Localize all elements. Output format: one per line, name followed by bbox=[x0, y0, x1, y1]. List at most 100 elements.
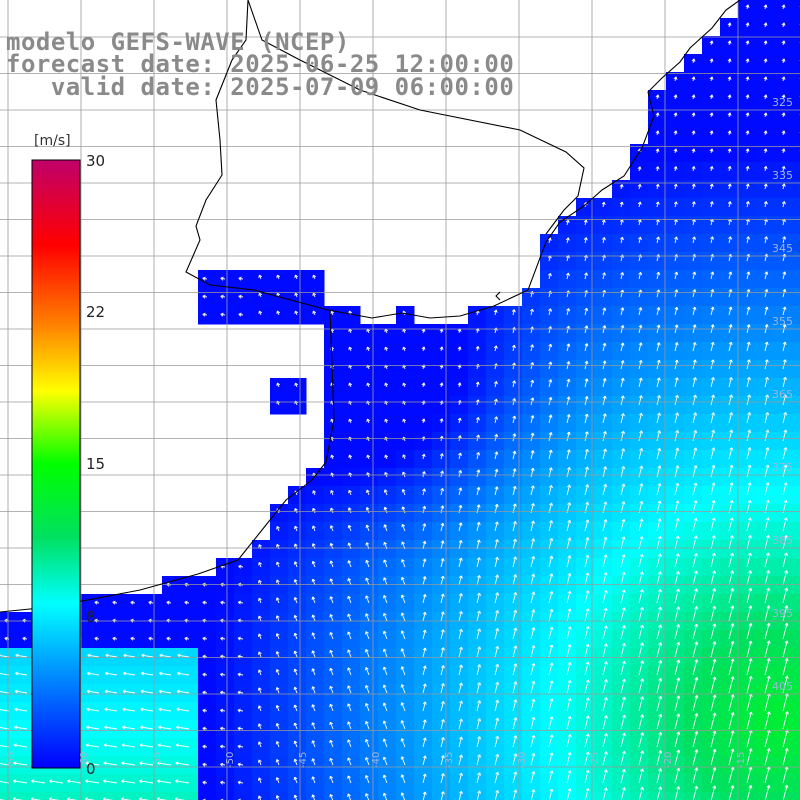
wind-cell bbox=[450, 720, 469, 739]
wind-vector bbox=[637, 166, 642, 172]
wind-cell bbox=[738, 0, 757, 19]
wind-vector bbox=[347, 560, 352, 568]
wind-vector bbox=[728, 359, 733, 370]
wind-vector bbox=[655, 130, 660, 136]
wind-vector bbox=[422, 593, 427, 604]
wind-vector bbox=[530, 734, 536, 748]
wind-vector bbox=[494, 592, 500, 604]
wind-vector bbox=[764, 748, 771, 766]
wind-vector bbox=[584, 572, 590, 586]
wind-vector bbox=[220, 312, 226, 317]
wind-vector bbox=[94, 600, 100, 605]
wind-cell bbox=[450, 468, 469, 487]
wind-vector bbox=[782, 570, 789, 586]
wind-cell bbox=[648, 216, 667, 235]
wind-vector bbox=[728, 517, 734, 532]
wind-cell bbox=[774, 54, 793, 73]
wind-cell bbox=[648, 720, 667, 739]
wind-vector bbox=[384, 346, 389, 352]
wind-vector bbox=[584, 554, 590, 568]
wind-cell bbox=[378, 702, 397, 721]
wind-vector bbox=[293, 561, 298, 568]
wind-cell bbox=[450, 702, 469, 721]
wind-cell bbox=[630, 306, 649, 325]
wind-cell bbox=[792, 702, 800, 721]
wind-vector bbox=[121, 761, 136, 766]
wind-vector bbox=[548, 414, 553, 424]
wind-cell bbox=[414, 450, 433, 469]
wind-vector bbox=[476, 521, 481, 532]
wind-cell bbox=[738, 468, 757, 487]
wind-vector bbox=[656, 660, 663, 676]
wind-vector bbox=[347, 507, 352, 514]
wind-vector bbox=[347, 685, 352, 694]
wind-vector bbox=[422, 647, 427, 658]
wind-cell bbox=[270, 774, 289, 793]
wind-cell bbox=[288, 504, 307, 523]
wind-vector bbox=[602, 413, 607, 424]
wind-cell bbox=[126, 774, 145, 793]
wind-cell bbox=[738, 36, 757, 55]
wind-vector bbox=[782, 236, 787, 244]
wind-vector bbox=[692, 588, 699, 604]
wind-vector bbox=[638, 696, 645, 712]
wind-cell bbox=[558, 522, 577, 541]
wind-vector bbox=[746, 658, 753, 676]
wind-cell bbox=[702, 540, 721, 559]
wind-vector bbox=[584, 715, 590, 730]
wind-vector bbox=[31, 779, 46, 784]
wind-cell bbox=[486, 540, 505, 559]
wind-vector bbox=[0, 781, 10, 784]
wind-cell bbox=[360, 432, 379, 451]
wind-cell bbox=[342, 738, 361, 757]
wind-cell bbox=[36, 774, 55, 793]
wind-cell bbox=[774, 522, 793, 541]
wind-vector bbox=[257, 795, 262, 800]
wind-cell bbox=[540, 576, 559, 595]
wind-cell bbox=[702, 360, 721, 379]
wind-cell bbox=[576, 576, 595, 595]
wind-vector bbox=[727, 183, 732, 190]
wind-cell bbox=[594, 396, 613, 415]
colorbar-tick-15: 15 bbox=[86, 455, 106, 473]
wind-vector bbox=[202, 744, 208, 749]
wind-vector bbox=[382, 612, 388, 622]
wind-vector bbox=[566, 308, 571, 316]
wind-vector bbox=[763, 165, 768, 172]
wind-cell bbox=[666, 684, 685, 703]
wind-vector bbox=[458, 575, 463, 586]
wind-cell bbox=[216, 756, 235, 775]
wind-vector bbox=[566, 484, 571, 496]
wind-cell bbox=[396, 684, 415, 703]
wind-cell bbox=[540, 774, 559, 793]
wind-vector bbox=[14, 689, 28, 694]
wind-vector bbox=[709, 130, 714, 136]
wind-vector bbox=[566, 555, 572, 568]
wind-vector bbox=[548, 608, 554, 622]
wind-vector bbox=[781, 201, 786, 208]
wind-cell bbox=[252, 684, 271, 703]
wind-vector bbox=[0, 709, 10, 712]
wind-vector bbox=[275, 741, 280, 748]
wind-vector bbox=[257, 705, 262, 712]
wind-vector bbox=[566, 325, 571, 334]
wind-vector bbox=[512, 415, 517, 424]
wind-cell bbox=[306, 684, 325, 703]
wind-cell bbox=[144, 738, 163, 757]
wind-cell bbox=[594, 630, 613, 649]
wind-vector bbox=[674, 342, 679, 352]
wind-vector bbox=[529, 308, 534, 316]
wind-vector bbox=[709, 148, 714, 154]
wind-vector bbox=[674, 359, 679, 370]
wind-cell bbox=[774, 630, 793, 649]
wind-cell bbox=[396, 738, 415, 757]
wind-cell bbox=[738, 576, 757, 595]
wind-cell bbox=[738, 234, 757, 253]
longitude-label: -20 bbox=[663, 752, 674, 768]
wind-cell bbox=[774, 90, 793, 109]
wind-vector bbox=[347, 703, 352, 712]
wind-cell bbox=[450, 396, 469, 415]
wind-cell bbox=[576, 486, 595, 505]
wind-vector bbox=[692, 359, 697, 370]
wind-cell bbox=[432, 720, 451, 739]
